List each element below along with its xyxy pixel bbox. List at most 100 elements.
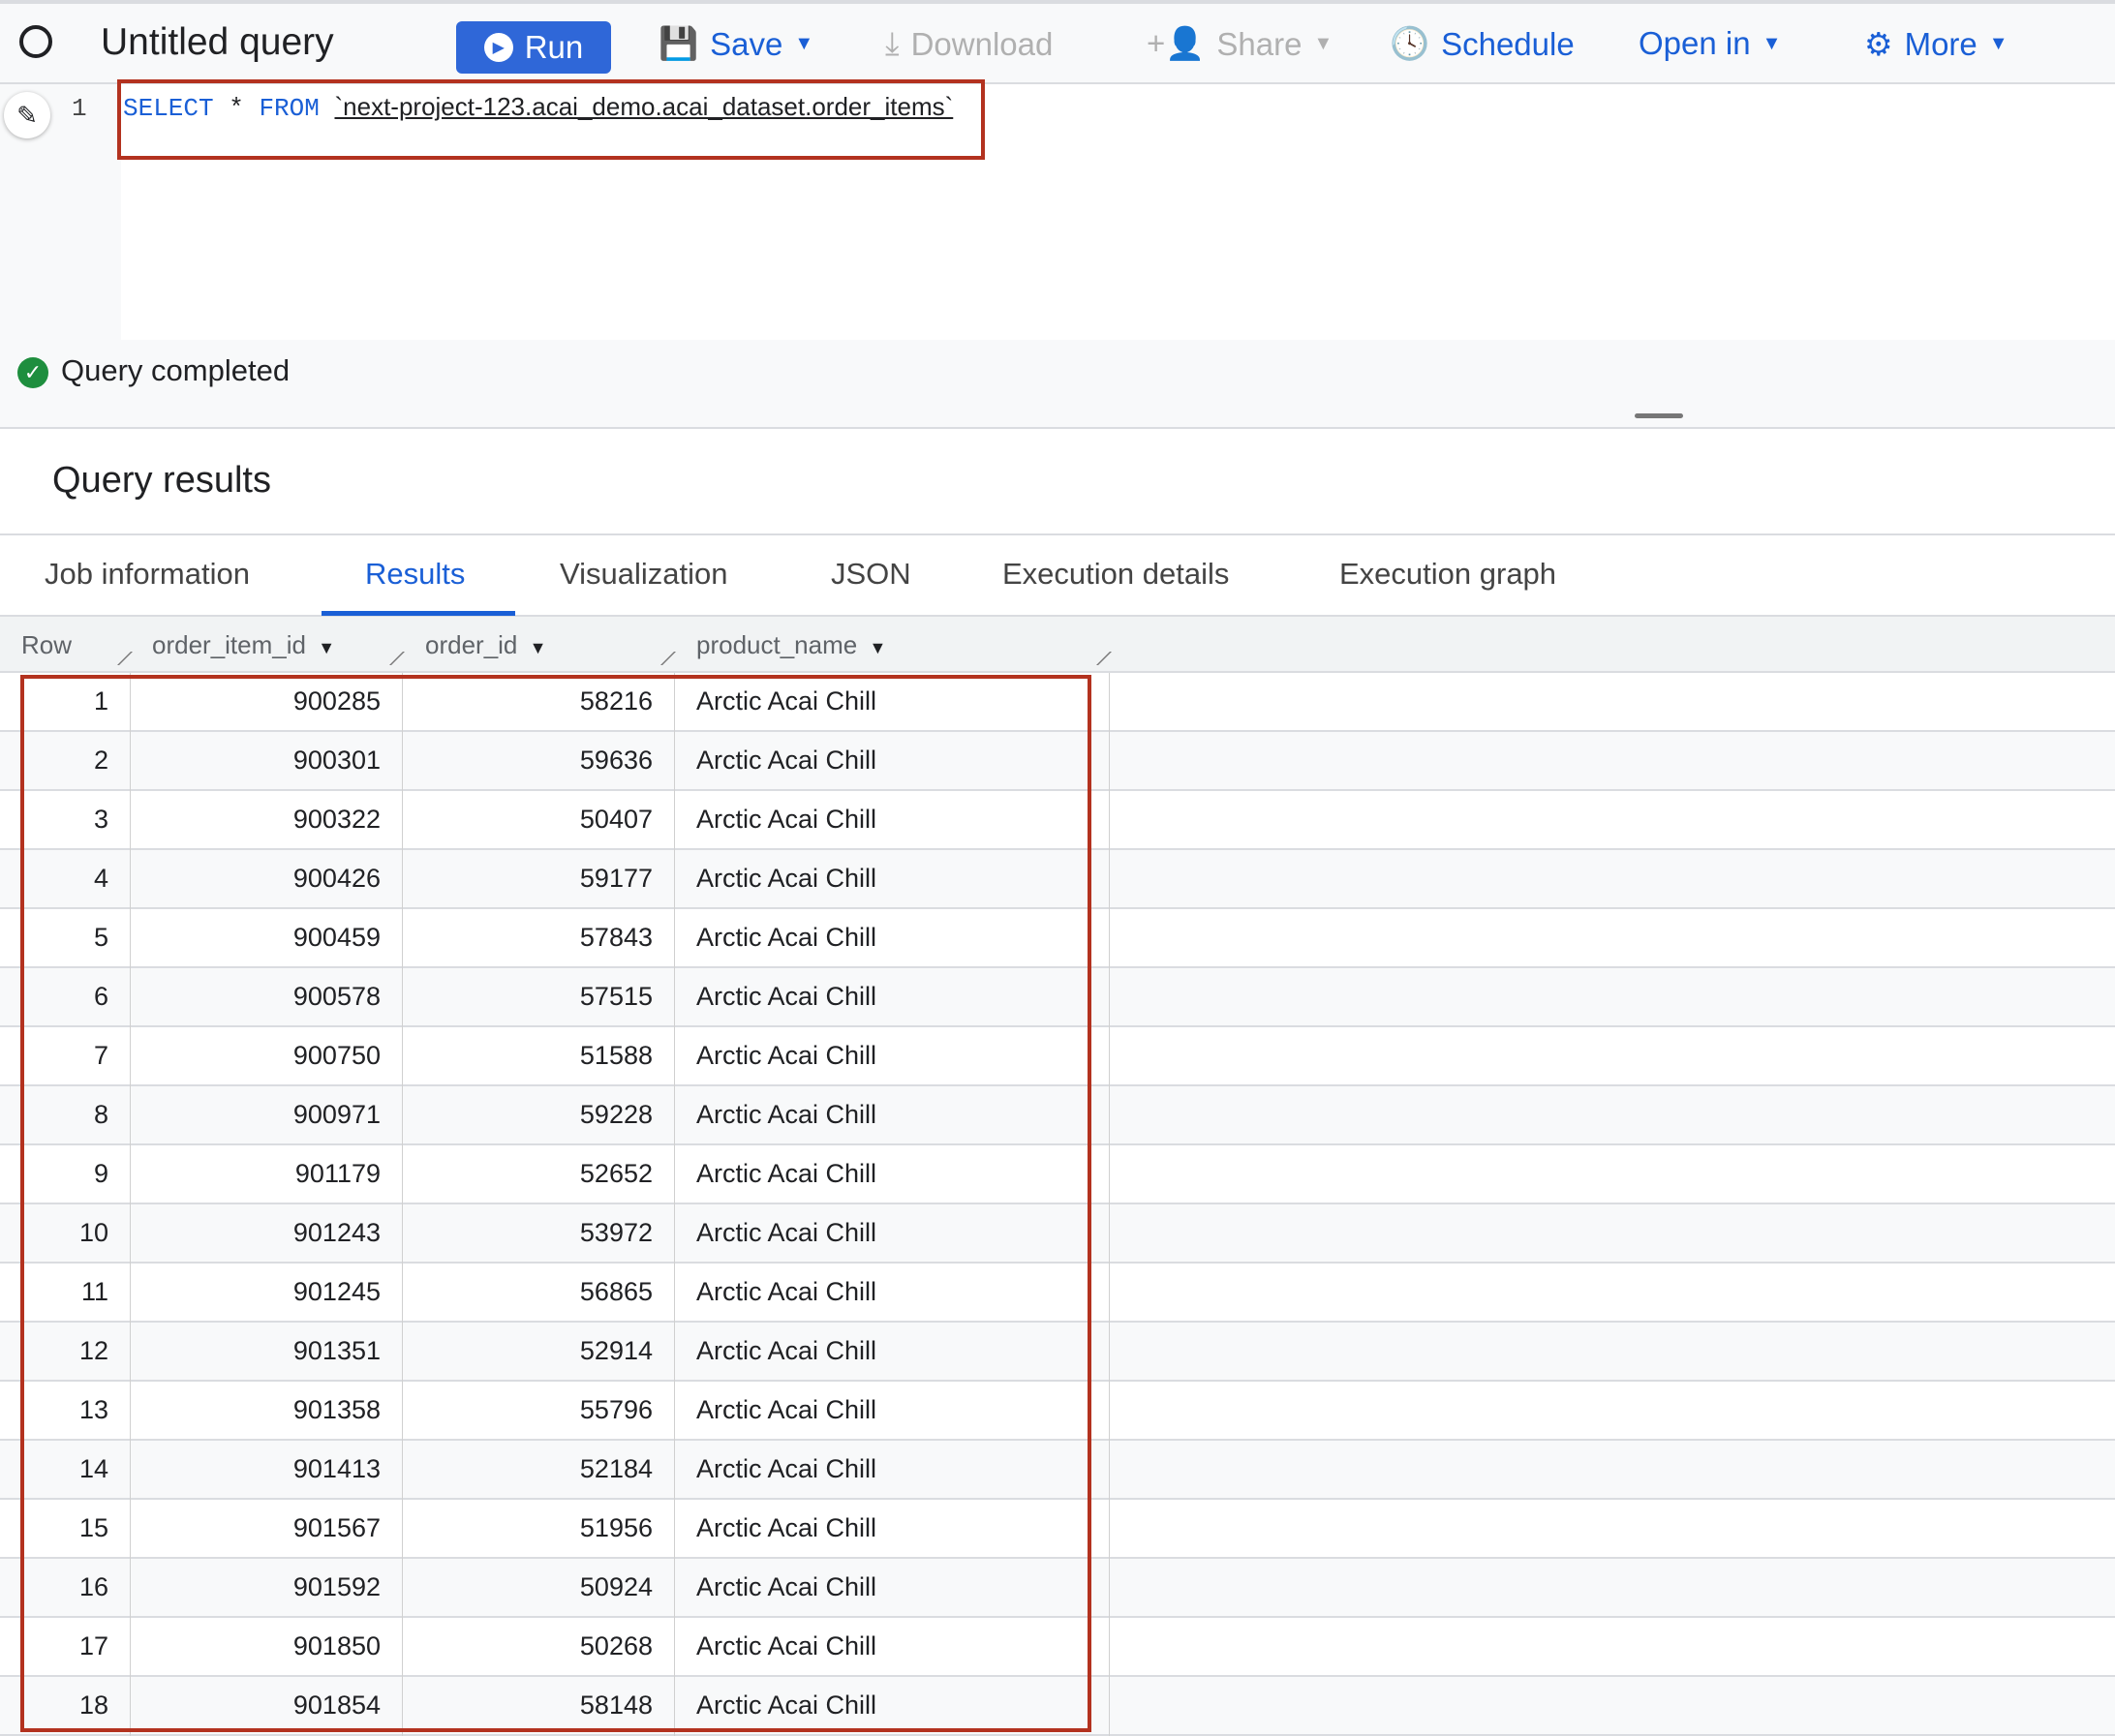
sql-line-1[interactable]: SELECT * FROM `next-project-123.acai_dem… bbox=[123, 92, 953, 123]
product-name-cell[interactable]: Arctic Acai Chill bbox=[675, 1559, 1110, 1618]
resize-handle[interactable] bbox=[1635, 413, 1683, 418]
row-number[interactable]: 2 bbox=[0, 732, 131, 791]
order-id-cell[interactable]: 52914 bbox=[403, 1323, 675, 1382]
row-number[interactable]: 7 bbox=[0, 1027, 131, 1086]
product-name-cell[interactable]: Arctic Acai Chill bbox=[675, 673, 1110, 732]
product-name-cell[interactable]: Arctic Acai Chill bbox=[675, 1086, 1110, 1145]
table-row[interactable]: 1 900285 58216 Arctic Acai Chill bbox=[0, 673, 2115, 732]
row-number[interactable]: 3 bbox=[0, 791, 131, 850]
schedule-button[interactable]: 🕓 Schedule bbox=[1390, 25, 1575, 63]
product-name-cell[interactable]: Arctic Acai Chill bbox=[675, 909, 1110, 968]
order-item-id-cell[interactable]: 901243 bbox=[131, 1204, 403, 1264]
tab-execution-details[interactable]: Execution details bbox=[1002, 557, 1230, 591]
sql-editor[interactable] bbox=[0, 84, 2115, 340]
tab-execution-graph[interactable]: Execution graph bbox=[1339, 557, 1557, 591]
product-name-cell[interactable]: Arctic Acai Chill bbox=[675, 968, 1110, 1027]
product-name-cell[interactable]: Arctic Acai Chill bbox=[675, 1441, 1110, 1500]
row-number[interactable]: 16 bbox=[0, 1559, 131, 1618]
row-number[interactable]: 9 bbox=[0, 1145, 131, 1204]
table-row[interactable]: 17 901850 50268 Arctic Acai Chill bbox=[0, 1618, 2115, 1677]
product-name-cell[interactable]: Arctic Acai Chill bbox=[675, 1323, 1110, 1382]
run-button[interactable]: ▶ Run bbox=[456, 21, 611, 74]
row-number[interactable]: 4 bbox=[0, 850, 131, 909]
order-item-id-cell[interactable]: 900322 bbox=[131, 791, 403, 850]
row-number[interactable]: 5 bbox=[0, 909, 131, 968]
order-id-cell[interactable]: 57515 bbox=[403, 968, 675, 1027]
order-id-cell[interactable]: 50924 bbox=[403, 1559, 675, 1618]
order-id-cell[interactable]: 57843 bbox=[403, 909, 675, 968]
table-row[interactable]: 14 901413 52184 Arctic Acai Chill bbox=[0, 1441, 2115, 1500]
order-item-id-cell[interactable]: 901413 bbox=[131, 1441, 403, 1500]
ai-assist-pen-icon[interactable]: ✎ bbox=[4, 92, 50, 138]
order-id-cell[interactable]: 58216 bbox=[403, 673, 675, 732]
order-item-id-cell[interactable]: 900971 bbox=[131, 1086, 403, 1145]
column-resize-handle[interactable] bbox=[378, 652, 405, 665]
order-item-id-cell[interactable]: 900285 bbox=[131, 673, 403, 732]
row-number[interactable]: 17 bbox=[0, 1618, 131, 1677]
table-row[interactable]: 3 900322 50407 Arctic Acai Chill bbox=[0, 791, 2115, 850]
product-name-cell[interactable]: Arctic Acai Chill bbox=[675, 1264, 1110, 1323]
order-item-id-cell[interactable]: 900301 bbox=[131, 732, 403, 791]
row-number[interactable]: 13 bbox=[0, 1382, 131, 1441]
order-item-id-cell[interactable]: 900459 bbox=[131, 909, 403, 968]
order-item-id-cell[interactable]: 901850 bbox=[131, 1618, 403, 1677]
order-item-id-cell[interactable]: 900750 bbox=[131, 1027, 403, 1086]
share-button[interactable]: +👤 Share ▼ bbox=[1147, 25, 1333, 63]
product-name-cell[interactable]: Arctic Acai Chill bbox=[675, 791, 1110, 850]
row-number[interactable]: 1 bbox=[0, 673, 131, 732]
order-item-id-cell[interactable]: 901567 bbox=[131, 1500, 403, 1559]
order-item-id-cell[interactable]: 900426 bbox=[131, 850, 403, 909]
product-name-cell[interactable]: Arctic Acai Chill bbox=[675, 850, 1110, 909]
row-number[interactable]: 6 bbox=[0, 968, 131, 1027]
row-number[interactable]: 11 bbox=[0, 1264, 131, 1323]
tab-visualization[interactable]: Visualization bbox=[560, 557, 728, 591]
column-resize-handle[interactable] bbox=[649, 652, 676, 665]
product-name-cell[interactable]: Arctic Acai Chill bbox=[675, 1027, 1110, 1086]
column-header-order-id[interactable]: order_id ▼ bbox=[425, 630, 546, 660]
table-row[interactable]: 13 901358 55796 Arctic Acai Chill bbox=[0, 1382, 2115, 1441]
column-resize-handle[interactable] bbox=[1085, 652, 1112, 665]
tab-json[interactable]: JSON bbox=[831, 557, 911, 591]
row-number[interactable]: 8 bbox=[0, 1086, 131, 1145]
order-id-cell[interactable]: 52184 bbox=[403, 1441, 675, 1500]
product-name-cell[interactable]: Arctic Acai Chill bbox=[675, 1204, 1110, 1264]
tab-results[interactable]: Results bbox=[365, 557, 466, 591]
table-row[interactable]: 15 901567 51956 Arctic Acai Chill bbox=[0, 1500, 2115, 1559]
order-id-cell[interactable]: 52652 bbox=[403, 1145, 675, 1204]
column-header-order-item-id[interactable]: order_item_id ▼ bbox=[152, 630, 335, 660]
open-in-button[interactable]: Open in ▼ bbox=[1639, 25, 1781, 62]
order-id-cell[interactable]: 56865 bbox=[403, 1264, 675, 1323]
order-id-cell[interactable]: 58148 bbox=[403, 1677, 675, 1736]
save-button[interactable]: 💾 Save ▼ bbox=[659, 25, 813, 63]
table-row[interactable]: 4 900426 59177 Arctic Acai Chill bbox=[0, 850, 2115, 909]
order-id-cell[interactable]: 53972 bbox=[403, 1204, 675, 1264]
table-row[interactable]: 11 901245 56865 Arctic Acai Chill bbox=[0, 1264, 2115, 1323]
order-id-cell[interactable]: 59228 bbox=[403, 1086, 675, 1145]
order-item-id-cell[interactable]: 901179 bbox=[131, 1145, 403, 1204]
product-name-cell[interactable]: Arctic Acai Chill bbox=[675, 1677, 1110, 1736]
order-id-cell[interactable]: 50268 bbox=[403, 1618, 675, 1677]
order-id-cell[interactable]: 59177 bbox=[403, 850, 675, 909]
product-name-cell[interactable]: Arctic Acai Chill bbox=[675, 1618, 1110, 1677]
order-id-cell[interactable]: 55796 bbox=[403, 1382, 675, 1441]
query-title[interactable]: Untitled query bbox=[101, 21, 334, 63]
row-number[interactable]: 12 bbox=[0, 1323, 131, 1382]
more-button[interactable]: ⚙ More ▼ bbox=[1864, 25, 2008, 63]
table-reference-link[interactable]: `next-project-123.acai_demo.acai_dataset… bbox=[334, 92, 954, 121]
column-header-product-name[interactable]: product_name ▼ bbox=[696, 630, 886, 660]
row-number[interactable]: 18 bbox=[0, 1677, 131, 1736]
table-row[interactable]: 2 900301 59636 Arctic Acai Chill bbox=[0, 732, 2115, 791]
download-button[interactable]: ⤓ Download bbox=[885, 25, 1053, 63]
table-row[interactable]: 5 900459 57843 Arctic Acai Chill bbox=[0, 909, 2115, 968]
order-id-cell[interactable]: 59636 bbox=[403, 732, 675, 791]
order-item-id-cell[interactable]: 901351 bbox=[131, 1323, 403, 1382]
table-row[interactable]: 10 901243 53972 Arctic Acai Chill bbox=[0, 1204, 2115, 1264]
order-id-cell[interactable]: 50407 bbox=[403, 791, 675, 850]
product-name-cell[interactable]: Arctic Acai Chill bbox=[675, 1382, 1110, 1441]
order-item-id-cell[interactable]: 901245 bbox=[131, 1264, 403, 1323]
table-row[interactable]: 18 901854 58148 Arctic Acai Chill bbox=[0, 1677, 2115, 1736]
order-item-id-cell[interactable]: 900578 bbox=[131, 968, 403, 1027]
table-row[interactable]: 6 900578 57515 Arctic Acai Chill bbox=[0, 968, 2115, 1027]
row-number[interactable]: 10 bbox=[0, 1204, 131, 1264]
row-number[interactable]: 15 bbox=[0, 1500, 131, 1559]
